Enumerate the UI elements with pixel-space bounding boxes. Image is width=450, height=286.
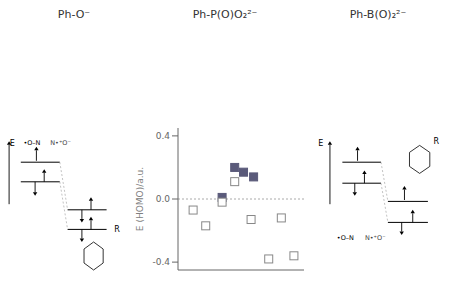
- svg-text:R: R: [114, 225, 120, 234]
- svg-text:0.0: 0.0: [156, 194, 171, 204]
- svg-text:E: E: [318, 139, 323, 148]
- svg-text:E: E: [10, 139, 15, 148]
- svg-text:•O–N: •O–N: [23, 139, 40, 147]
- html-text:Ph-O⁻: Ph-O⁻: [57, 8, 91, 21]
- svg-text:N•⁺O⁻: N•⁺O⁻: [365, 234, 386, 242]
- svg-text:•O–N: •O–N: [337, 234, 354, 242]
- html-text:Ph-B(O)₂²⁻: Ph-B(O)₂²⁻: [349, 8, 407, 21]
- svg-text:0.4: 0.4: [156, 131, 171, 141]
- svg-text:N•⁺O⁻: N•⁺O⁻: [50, 139, 71, 147]
- svg-text:-0.4: -0.4: [152, 257, 170, 267]
- html-text:Ph-P(O)O₂²⁻: Ph-P(O)O₂²⁻: [192, 8, 258, 21]
- svg-text:E (HOMO)/a.u.: E (HOMO)/a.u.: [135, 167, 145, 231]
- svg-text:R: R: [433, 137, 439, 146]
